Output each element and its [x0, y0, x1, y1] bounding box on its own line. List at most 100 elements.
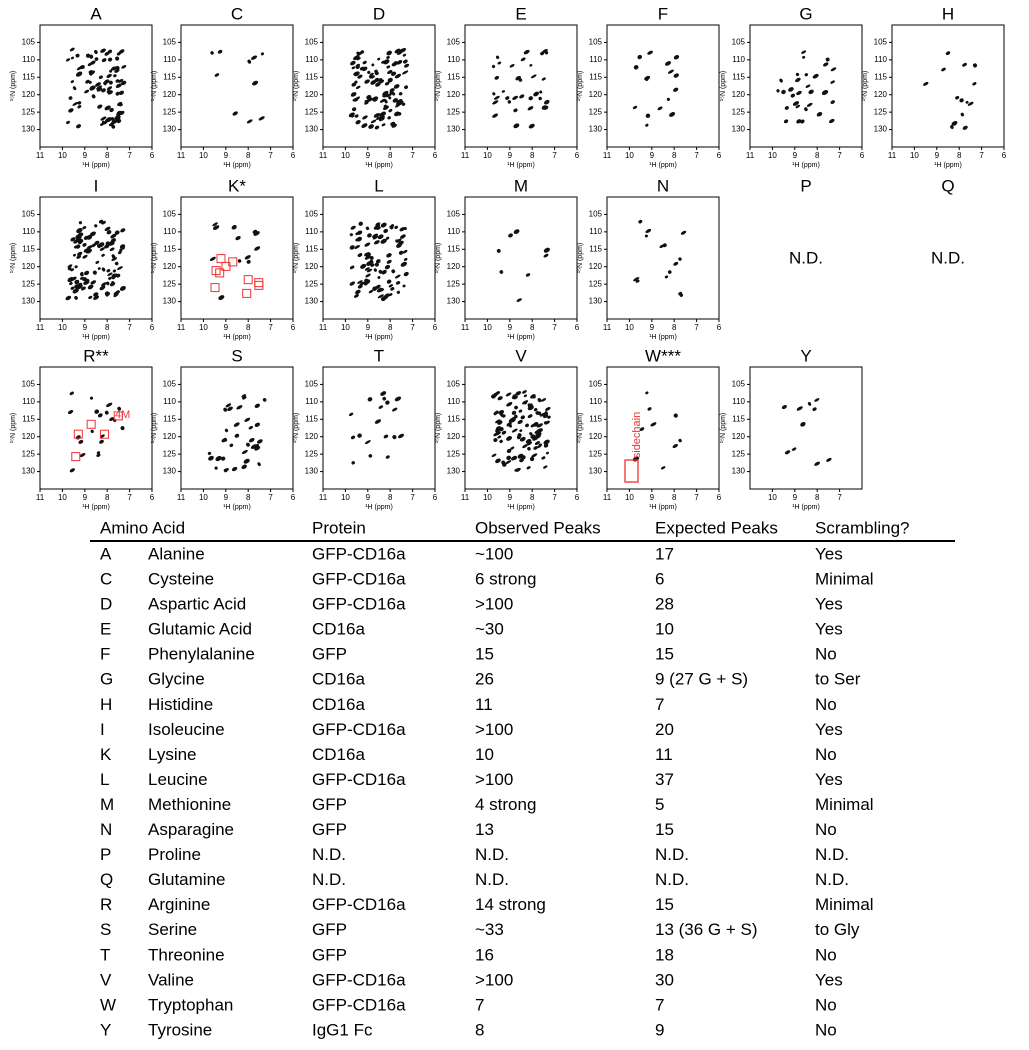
y-tick-label: 130 [874, 125, 888, 134]
y-tick-label: 130 [447, 467, 461, 476]
peak [541, 456, 546, 460]
peak [87, 284, 94, 290]
peak [396, 60, 403, 65]
spectrum-peaks [67, 391, 125, 473]
x-tick-label: 8 [105, 323, 110, 332]
peak [113, 291, 119, 297]
table-header: Observed Peaks [475, 518, 601, 537]
peak [385, 400, 390, 405]
x-tick-label: 11 [36, 151, 45, 160]
peak [115, 79, 120, 83]
table-cell: 8 [475, 1020, 484, 1039]
peak [403, 226, 407, 231]
peak [91, 94, 96, 99]
peak [234, 433, 240, 438]
table-cell: N.D. [655, 870, 689, 889]
x-tick-label: 7 [410, 323, 415, 332]
table-cell: Yes [815, 970, 843, 989]
table-cell: GFP-CD16a [312, 995, 406, 1014]
peak [508, 233, 513, 238]
table-cell: 26 [475, 670, 494, 689]
peak [539, 412, 546, 417]
table-cell: 15 [655, 645, 674, 664]
panel-label: A [90, 4, 102, 23]
y-tick-label: 125 [589, 449, 603, 458]
peak [82, 254, 88, 259]
peak [70, 80, 75, 84]
peak [361, 66, 368, 72]
peak [397, 112, 402, 116]
table-cell: Leucine [148, 770, 208, 789]
table-cell: 18 [655, 945, 674, 964]
peak [491, 64, 496, 69]
table-cell: Valine [148, 970, 194, 989]
x-tick-label: 8 [105, 493, 110, 502]
peak [678, 438, 682, 443]
peak [80, 272, 84, 277]
y-tick-label: 110 [589, 55, 602, 64]
peak [246, 259, 251, 264]
x-tick-label: 11 [319, 323, 328, 332]
peak [380, 222, 387, 228]
peak [513, 108, 518, 113]
peak [779, 78, 783, 83]
plot-frame [180, 24, 294, 148]
peak [357, 433, 362, 438]
peak [812, 407, 817, 411]
y-tick-label: 130 [589, 467, 603, 476]
peak [386, 253, 392, 258]
y-tick-label: 115 [22, 414, 35, 423]
y-tick-label: 110 [163, 55, 176, 64]
y-tick-label: 115 [589, 414, 602, 423]
table-cell: IgG1 Fc [312, 1020, 373, 1039]
peak [370, 75, 375, 79]
peak [499, 270, 504, 274]
y-tick-label: 125 [447, 107, 461, 116]
x-tick-label: 7 [127, 151, 132, 160]
peak [76, 255, 82, 259]
peak [512, 95, 518, 100]
peak [94, 224, 98, 228]
peak [74, 279, 80, 285]
peak [522, 390, 527, 394]
x-tick-label: 11 [888, 151, 897, 160]
peak [96, 87, 103, 92]
peak [104, 410, 109, 415]
table-cell: Phenylalanine [148, 645, 255, 664]
peak [357, 253, 363, 257]
peak [115, 56, 120, 61]
y-tick-label: 110 [732, 397, 745, 406]
peak [538, 96, 542, 101]
peak [96, 453, 101, 458]
x-tick-label: 11 [36, 493, 45, 502]
peak [402, 53, 407, 57]
peak [830, 80, 835, 84]
x-tick-label: 7 [552, 323, 557, 332]
peak [119, 103, 123, 107]
peak [525, 273, 531, 277]
peak [520, 57, 526, 62]
peak [662, 243, 667, 248]
peak [78, 240, 83, 245]
table-cell: N.D. [655, 845, 689, 864]
peak [506, 402, 513, 407]
peak [370, 119, 377, 124]
peak [520, 415, 526, 420]
highlight-box [254, 278, 264, 288]
peak [923, 81, 929, 86]
peak [495, 419, 501, 424]
y-tick-label: 110 [447, 55, 460, 64]
peak [79, 64, 85, 70]
peak [527, 414, 533, 419]
y-tick-label: 115 [163, 414, 176, 423]
peak [236, 405, 243, 410]
table-cell: 30 [655, 970, 674, 989]
peak [351, 107, 357, 112]
x-tick-label: 8 [672, 493, 677, 502]
y-tick-label: 105 [305, 380, 319, 389]
peak [362, 60, 367, 65]
plot-frame [464, 196, 578, 320]
table-cell: Yes [815, 544, 843, 563]
peak [352, 98, 357, 102]
peak [796, 90, 802, 96]
